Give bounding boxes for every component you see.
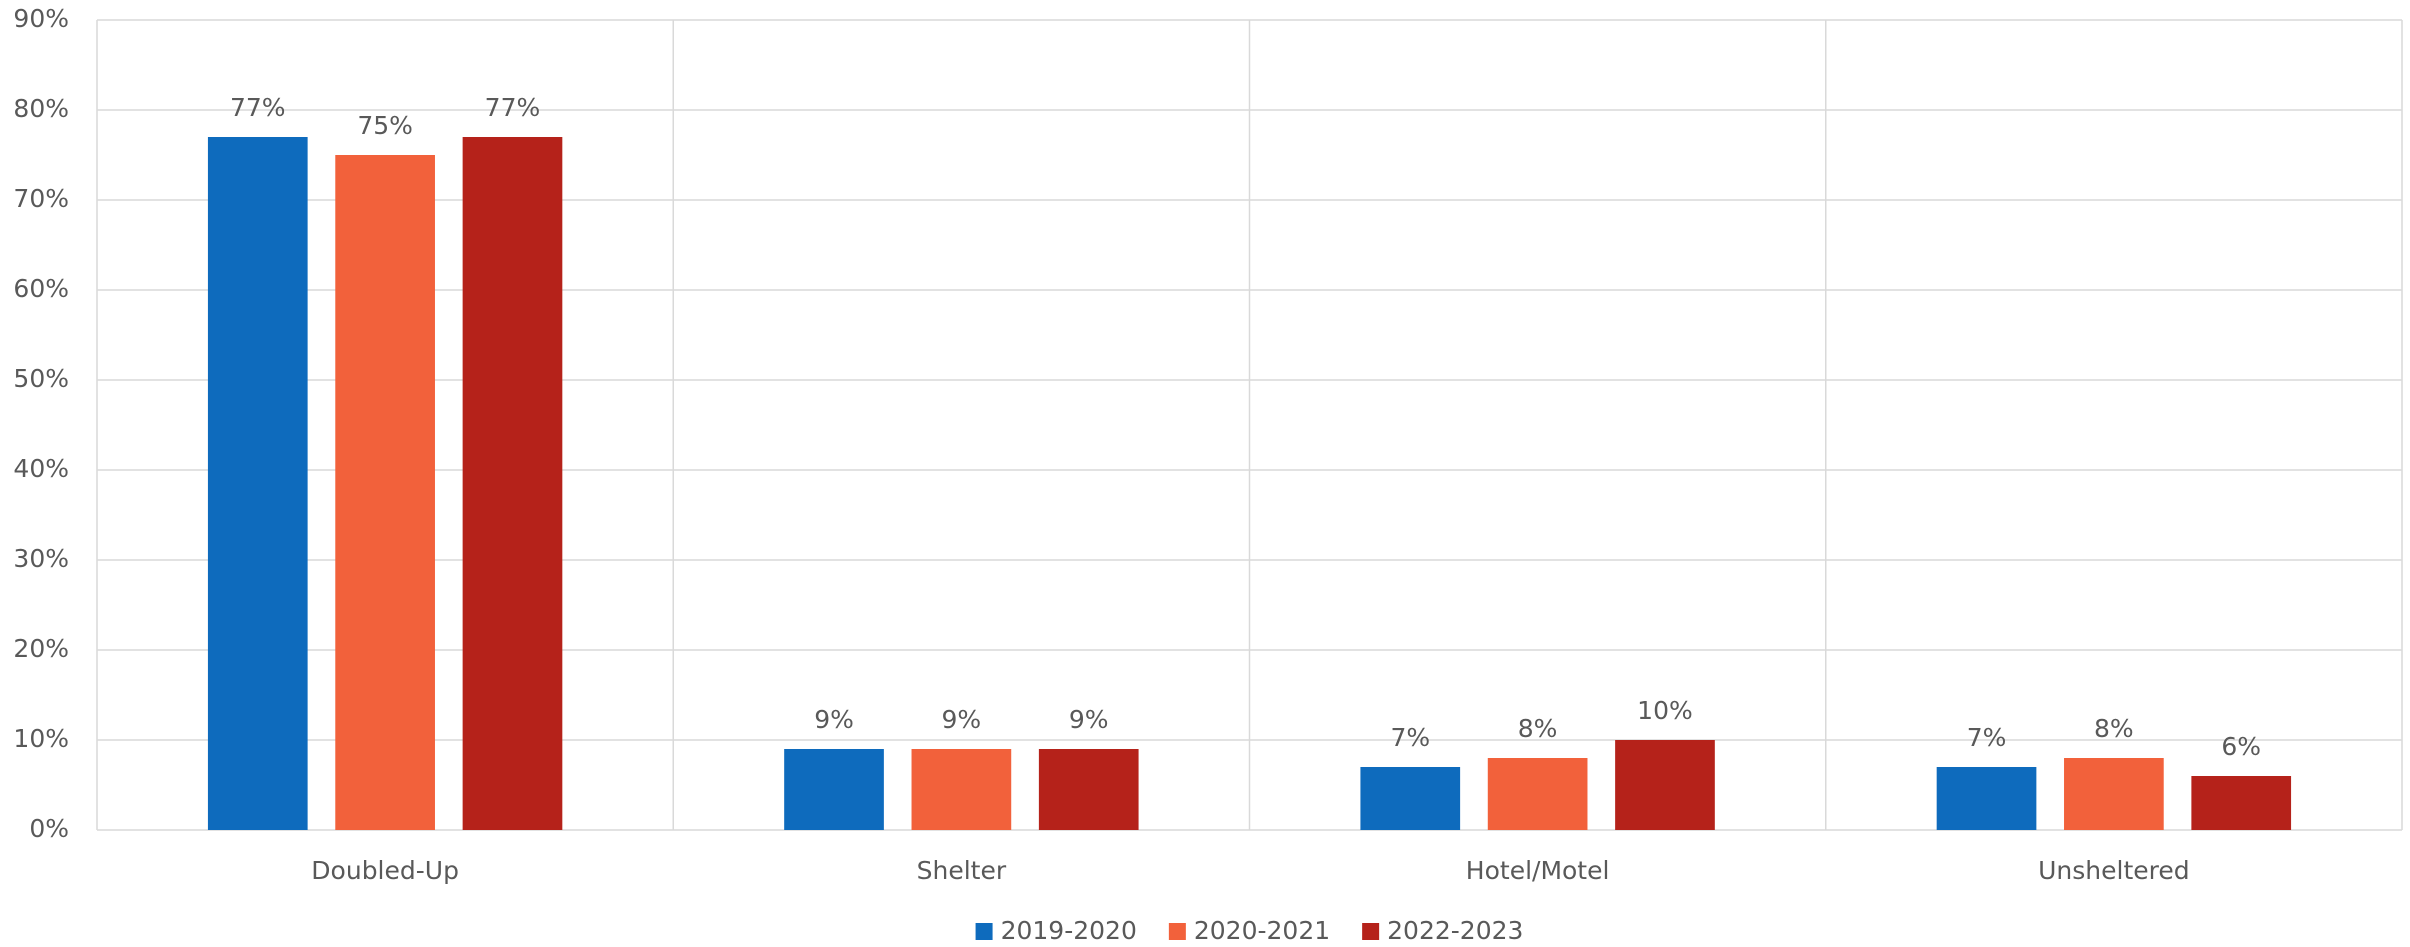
y-tick-label: 10% (13, 724, 69, 753)
legend-swatch (1362, 923, 1380, 940)
value-label: 77% (485, 93, 541, 122)
value-label: 7% (1390, 723, 1430, 752)
value-label: 75% (357, 111, 413, 140)
legend-label: 2020-2021 (1194, 916, 1330, 945)
value-label: 9% (942, 705, 982, 734)
legend-swatch (975, 923, 993, 940)
value-label: 10% (1637, 696, 1693, 725)
legend-label: 2022-2023 (1387, 916, 1523, 945)
bar (462, 137, 563, 830)
value-label: 77% (230, 93, 286, 122)
value-label: 6% (2221, 732, 2261, 761)
bar (2064, 758, 2164, 830)
y-tick-label: 80% (13, 94, 69, 123)
y-tick-label: 70% (13, 184, 69, 213)
value-label: 8% (2094, 714, 2134, 743)
x-tick-label: Unsheltered (2038, 856, 2190, 885)
y-tick-label: 60% (13, 274, 69, 303)
bar (784, 749, 884, 830)
bar (1615, 740, 1715, 830)
value-label: 7% (1967, 723, 2007, 752)
y-tick-label: 40% (13, 454, 69, 483)
y-tick-label: 0% (29, 814, 69, 843)
bar (207, 137, 308, 830)
y-tick-label: 50% (13, 364, 69, 393)
legend-label: 2019-2020 (1001, 916, 1137, 945)
value-label: 8% (1518, 714, 1558, 743)
value-label: 9% (814, 705, 854, 734)
bar (2191, 776, 2292, 830)
x-tick-label: Hotel/Motel (1466, 856, 1610, 885)
legend-swatch (1168, 923, 1186, 940)
bar (1936, 767, 2037, 830)
x-tick-label: Doubled-Up (311, 856, 459, 885)
y-tick-label: 90% (13, 4, 69, 33)
y-tick-label: 20% (13, 634, 69, 663)
value-label: 9% (1069, 705, 1109, 734)
bar (1487, 758, 1588, 830)
bar (911, 749, 1012, 830)
bar (335, 155, 435, 830)
bar (1038, 749, 1139, 830)
bar (1360, 767, 1461, 830)
x-tick-label: Shelter (917, 856, 1007, 885)
y-tick-label: 30% (13, 544, 69, 573)
